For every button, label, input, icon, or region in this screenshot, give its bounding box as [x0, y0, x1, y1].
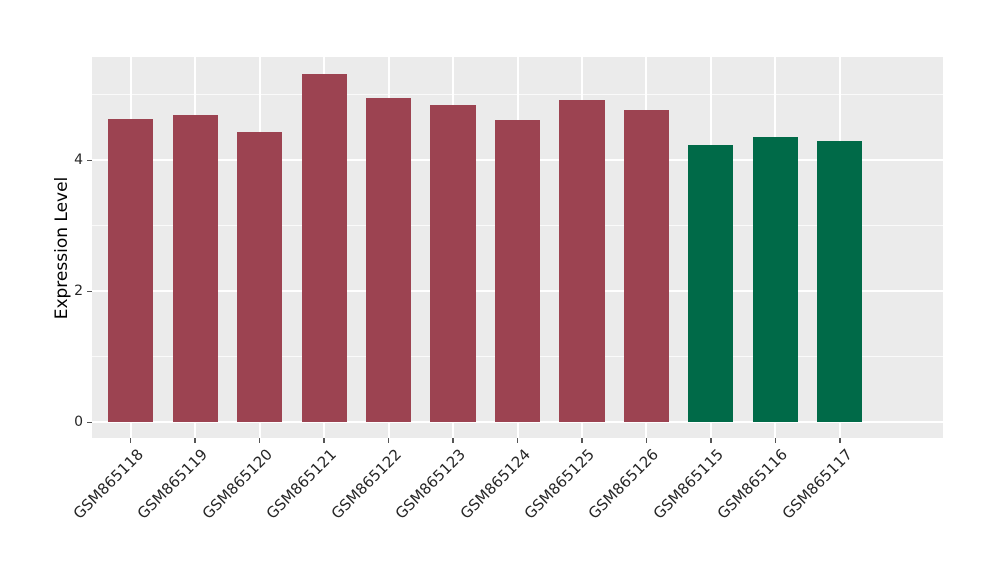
bar-GSM865116	[752, 136, 798, 423]
bar-GSM865115	[688, 145, 734, 423]
bar-GSM865124	[494, 119, 541, 423]
bar-GSM865123	[430, 104, 476, 423]
y-tick-mark-2	[87, 290, 92, 293]
bar-GSM865118	[108, 118, 154, 423]
bar-GSM865126	[623, 110, 669, 423]
y-tick-mark-4	[87, 159, 92, 162]
x-tick-mark-GSM865116	[774, 438, 777, 443]
x-tick-mark-GSM865118	[129, 438, 132, 443]
x-tick-mark-GSM865122	[387, 438, 390, 443]
x-tick-mark-GSM865121	[323, 438, 325, 443]
y-tick-mark-0	[87, 421, 92, 424]
bar-GSM865122	[365, 98, 412, 423]
y-tick-label-4: 4	[74, 152, 83, 169]
y-tick-label-0: 0	[74, 414, 83, 431]
x-tick-mark-GSM865115	[710, 438, 712, 443]
x-tick-mark-GSM865123	[452, 438, 454, 443]
bar-GSM865125	[559, 100, 605, 423]
x-tick-mark-GSM865124	[516, 438, 519, 443]
x-tick-mark-GSM865119	[194, 438, 196, 443]
x-tick-mark-GSM865125	[581, 438, 583, 443]
y-tick-label-2: 2	[74, 283, 83, 300]
x-tick-mark-GSM865120	[258, 438, 261, 443]
x-tick-mark-GSM865117	[839, 438, 841, 443]
bar-GSM865120	[237, 131, 283, 423]
x-tick-mark-GSM865126	[645, 438, 648, 443]
plot-panel	[92, 57, 943, 438]
bar-GSM865121	[301, 74, 347, 423]
bar-GSM865117	[817, 141, 863, 423]
bar-GSM865119	[172, 114, 218, 423]
